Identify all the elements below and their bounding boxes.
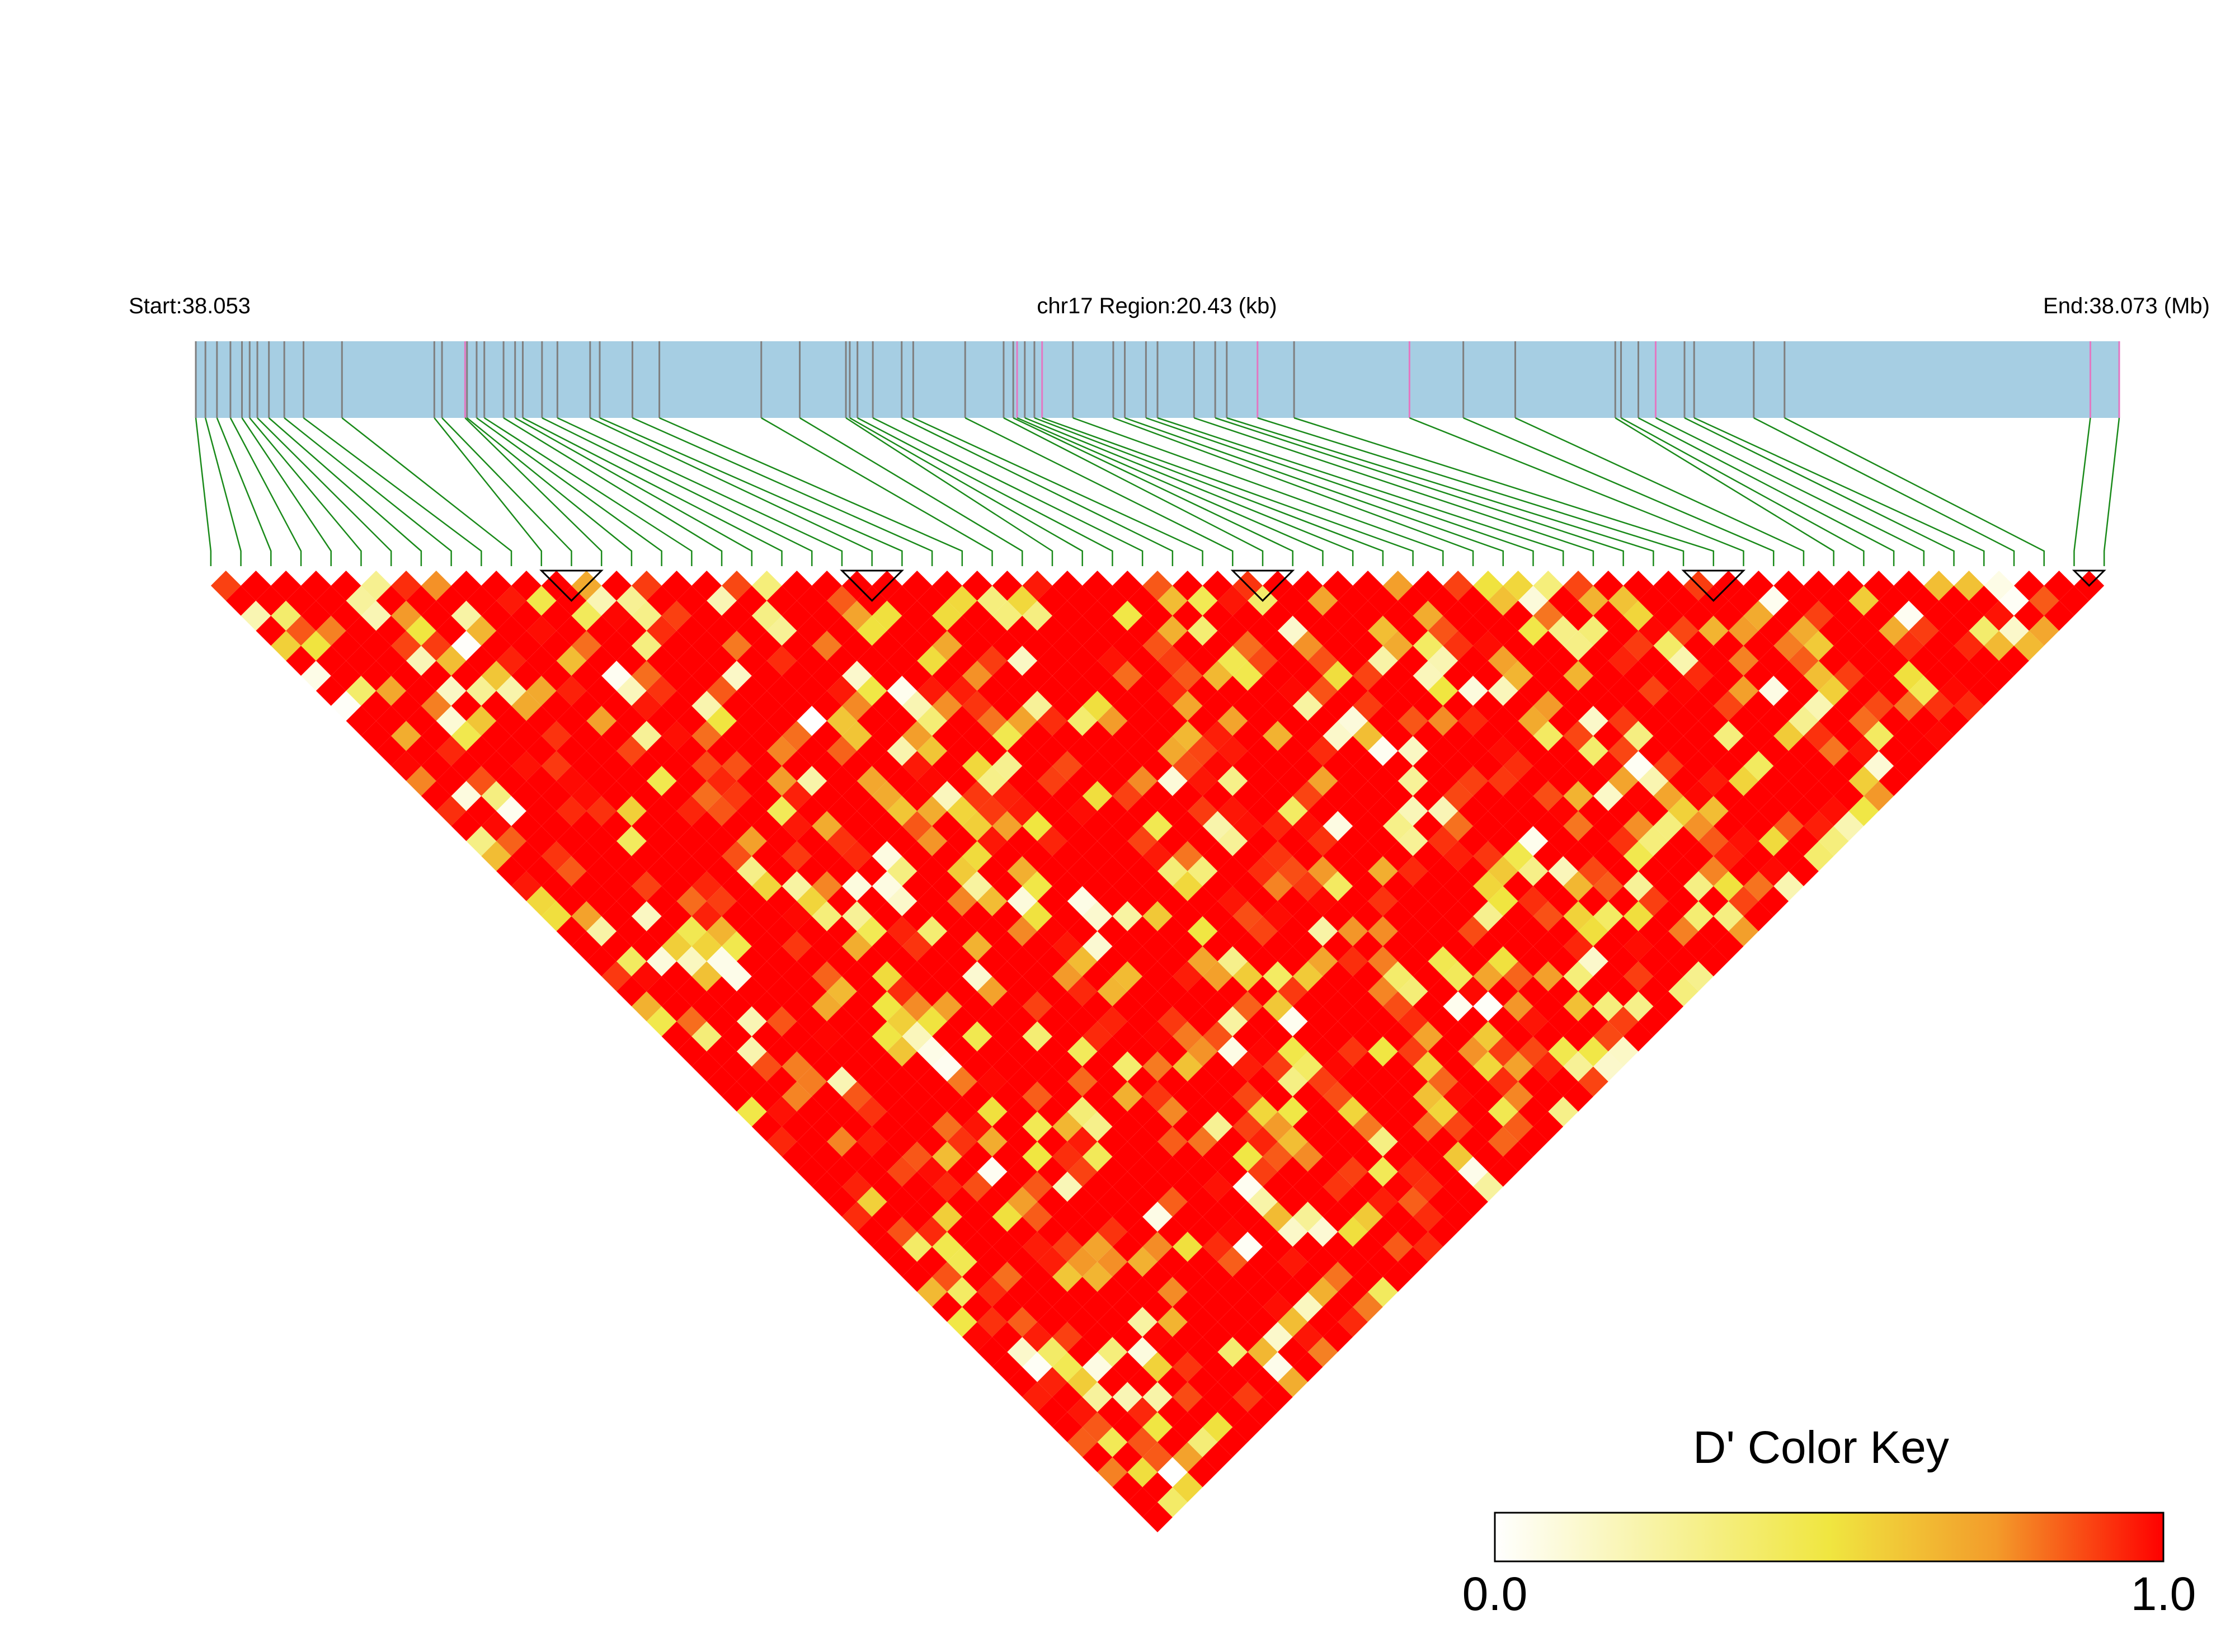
snp-connector <box>2103 417 2120 566</box>
snp-connector <box>857 417 1113 566</box>
snp-connector <box>542 417 813 566</box>
snp-connector <box>849 417 1083 566</box>
snp-connector <box>901 417 1174 566</box>
snp-connector <box>1145 417 1534 566</box>
snp-connector <box>1072 417 1444 566</box>
snp-connector <box>659 417 963 566</box>
region-label: chr17 Region:20.43 (kb) <box>1037 294 1277 318</box>
snp-connector <box>1013 417 1293 566</box>
snp-connector <box>2073 417 2091 566</box>
snp-connector <box>1226 417 1654 566</box>
snp-position-ticks <box>195 341 2120 418</box>
snp-connector <box>1042 417 1414 566</box>
ld-block-outline <box>539 570 604 602</box>
color-key-title: D' Color Key <box>1693 1422 1949 1473</box>
snp-connector <box>1157 417 1564 566</box>
snp-connector <box>1124 417 1504 566</box>
snp-connector <box>195 417 212 566</box>
snp-connector <box>229 417 302 566</box>
snp-connector <box>845 417 1053 566</box>
snp-connector <box>1693 417 1985 566</box>
snp-connector <box>599 417 903 566</box>
snp-connector <box>249 417 362 566</box>
snp-connector <box>503 417 723 566</box>
ld-triangle <box>210 571 2105 1532</box>
snp-connector <box>1514 417 1805 566</box>
snp-connector <box>912 417 1203 566</box>
snp-connector <box>1293 417 1715 566</box>
snp-connector <box>303 417 482 566</box>
snp-connector <box>441 417 572 566</box>
snp-connector <box>1615 417 1834 566</box>
snp-connector-lines <box>195 417 2120 566</box>
snp-connector <box>1003 417 1264 566</box>
snp-connector <box>341 417 512 566</box>
snp-connector <box>1463 417 1775 566</box>
snp-connector <box>799 417 1023 566</box>
snp-connector <box>268 417 422 566</box>
snp-connector <box>872 417 1144 566</box>
snp-connector <box>1753 417 2015 566</box>
snp-connector <box>204 417 242 566</box>
start-label: Start:38.053 <box>129 294 251 318</box>
snp-connector <box>1257 417 1685 566</box>
snp-connector <box>1193 417 1594 566</box>
snp-connector <box>1684 417 1955 566</box>
snp-connector <box>1024 417 1354 566</box>
color-key-min-label: 0.0 <box>1462 1568 1528 1620</box>
snp-connector <box>1409 417 1744 566</box>
snp-connector <box>522 417 783 566</box>
color-key-max-label: 1.0 <box>2131 1568 2196 1620</box>
snp-connector <box>761 417 993 566</box>
snp-connector <box>515 417 753 566</box>
ld-block-outline <box>1230 570 1295 602</box>
color-key-gradient <box>1494 1512 2165 1562</box>
snp-connector <box>216 417 272 566</box>
snp-connector <box>1784 417 2045 566</box>
snp-connector <box>557 417 843 566</box>
end-label: End:38.073 (Mb) <box>2043 294 2210 318</box>
snp-connector <box>466 417 633 566</box>
snp-connector <box>257 417 392 566</box>
snp-connector <box>1113 417 1474 566</box>
snp-connector <box>434 417 543 566</box>
snp-connector <box>241 417 332 566</box>
snp-connector <box>476 417 662 566</box>
snp-connector <box>284 417 452 566</box>
snp-connector <box>590 417 873 566</box>
ld-block-outline <box>1681 570 1746 602</box>
snp-connector <box>1017 417 1324 566</box>
ld-block-outline <box>2072 570 2106 587</box>
snp-connector <box>1034 417 1384 566</box>
haplotype-block-markers <box>539 570 2106 602</box>
snp-connector <box>1620 417 1865 566</box>
snp-connector <box>484 417 693 566</box>
snp-connector <box>964 417 1234 566</box>
snp-connector <box>464 417 603 566</box>
snp-connector <box>1215 417 1624 566</box>
snp-connector <box>632 417 933 566</box>
snp-connector <box>1638 417 1895 566</box>
ld-block-outline <box>840 570 905 602</box>
snp-connector <box>1655 417 1925 566</box>
